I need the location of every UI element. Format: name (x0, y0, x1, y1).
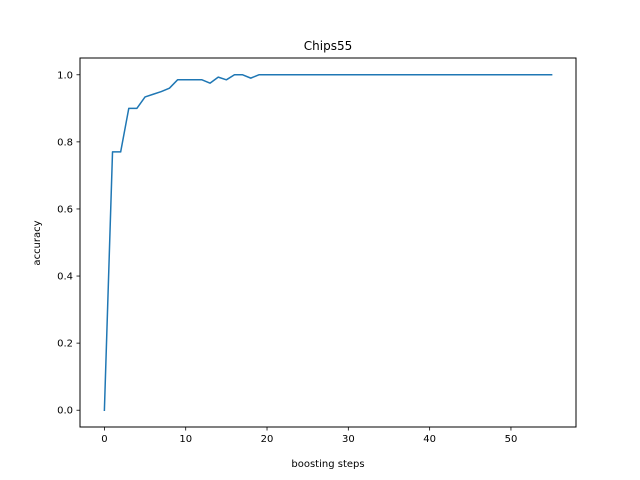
y-tick-label: 0.2 (57, 339, 73, 350)
x-tick-label: 20 (261, 434, 274, 445)
x-tick-label: 50 (505, 434, 518, 445)
y-tick-label: 1.0 (57, 70, 73, 81)
y-tick-label: 0.4 (57, 272, 73, 283)
x-tick-label: 40 (423, 434, 436, 445)
y-axis-label: accuracy (32, 220, 43, 265)
x-axis-label: boosting steps (291, 459, 364, 470)
plot-area (103, 74, 553, 412)
x-axis: 0 10 20 30 40 50 (101, 427, 517, 445)
y-tick-label: 0.0 (57, 406, 73, 417)
x-tick-label: 30 (342, 434, 355, 445)
plot-frame (79, 57, 577, 428)
series-line-0 (103, 74, 553, 412)
y-tick-label: 0.6 (57, 204, 73, 215)
x-tick-label: 10 (179, 434, 192, 445)
y-tick-label: 0.8 (57, 137, 73, 148)
chart-title: Chips55 (304, 39, 352, 53)
y-axis: 0.0 0.2 0.4 0.6 0.8 1.0 (57, 70, 80, 417)
x-tick-label: 0 (101, 434, 107, 445)
